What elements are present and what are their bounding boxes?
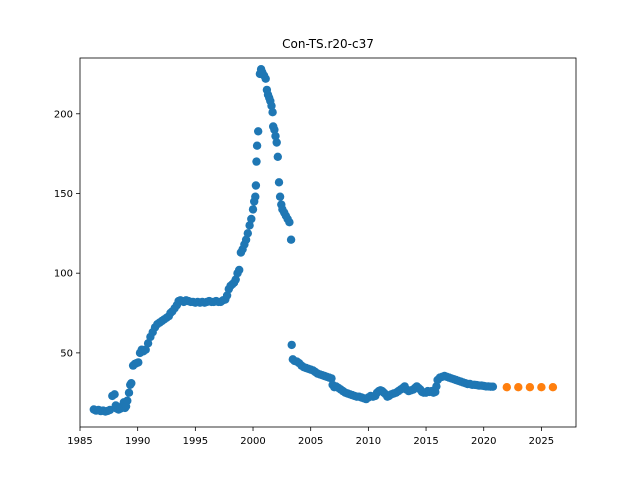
data-point-s0-87: [254, 127, 263, 136]
data-point-s0-92: [261, 74, 270, 83]
data-point-s0-18: [123, 396, 132, 405]
plot-frame: [79, 57, 577, 428]
x-axis: 1985 1990 1995 2000 2005 2010 2015 2020 2025: [67, 427, 554, 447]
data-point-s0-9: [110, 390, 119, 399]
data-point-s0-102: [272, 138, 281, 147]
x-tick-label-1985: 1985: [67, 436, 92, 447]
chart-title: Con-TS.r20-c37: [282, 37, 374, 51]
x-tick-label-2000: 2000: [240, 436, 265, 447]
x-tick-label-2015: 2015: [413, 436, 438, 447]
data-point-s0-98: [268, 108, 277, 117]
data-point-s0-83: [251, 192, 260, 201]
data-point-s0-79: [245, 221, 254, 230]
data-point-s0-73: [235, 265, 244, 275]
data-point-s0-81: [248, 205, 258, 214]
x-tick-label-1995: 1995: [183, 436, 208, 447]
data-point-s0-103: [273, 152, 282, 161]
data-point-s1-1: [514, 383, 523, 392]
x-tick-label-2020: 2020: [471, 436, 496, 447]
data-point-s0-29: [141, 345, 150, 354]
data-point-s1-0: [502, 383, 511, 392]
data-point-s0-112: [286, 235, 296, 244]
data-point-s0-84: [251, 181, 261, 190]
y-tick-label-50: 50: [60, 348, 73, 359]
data-point-s1-4: [548, 383, 558, 392]
data-points: [89, 65, 558, 416]
data-point-s0-7: [105, 405, 115, 415]
data-point-s0-25: [134, 358, 143, 367]
data-point-s0-85: [252, 157, 261, 166]
data-point-s0-113: [287, 340, 296, 350]
data-point-s0-78: [243, 229, 252, 238]
data-point-s0-100: [270, 125, 279, 134]
data-point-s0-80: [247, 214, 256, 224]
data-point-s0-111: [285, 218, 294, 227]
data-point-s0-66: [222, 291, 232, 300]
data-point-s0-19: [124, 388, 134, 397]
x-tick-label-2005: 2005: [298, 436, 323, 447]
y-axis: 50 100 150 200: [54, 109, 80, 359]
data-point-s0-21: [127, 379, 136, 388]
data-point-s0-86: [252, 141, 262, 150]
data-point-s0-101: [271, 131, 280, 141]
data-point-s0-105: [275, 192, 285, 201]
data-point-s0-131: [327, 374, 336, 383]
data-point-s0-208: [488, 382, 498, 391]
data-point-s0-97: [267, 101, 276, 111]
data-point-s0-104: [274, 178, 284, 187]
data-point-s0-77: [241, 235, 251, 244]
data-point-s0-183: [432, 382, 441, 391]
data-point-s0-30: [143, 339, 153, 348]
y-tick-label-150: 150: [54, 189, 73, 200]
data-point-s1-2: [525, 383, 535, 392]
x-tick-label-2010: 2010: [356, 436, 381, 447]
x-tick-label-1990: 1990: [125, 436, 150, 447]
y-tick-label-200: 200: [54, 109, 73, 120]
data-point-s1-3: [537, 383, 546, 392]
y-tick-label-100: 100: [54, 269, 73, 280]
data-point-s0-71: [231, 275, 240, 284]
x-tick-label-2025: 2025: [529, 436, 554, 447]
